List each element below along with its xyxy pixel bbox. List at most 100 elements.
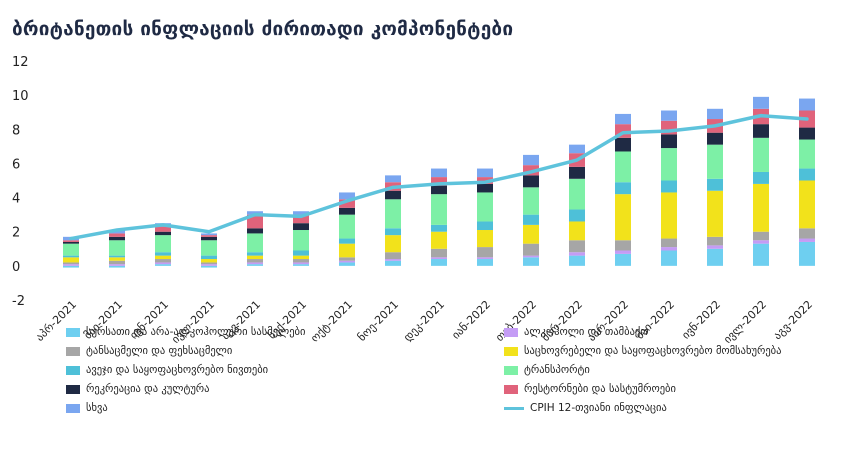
bar-segment-5-1 xyxy=(109,240,125,256)
legend-swatch xyxy=(504,365,518,375)
bar-segment-8-11 xyxy=(569,144,585,154)
bar-segment-0-0 xyxy=(63,265,79,268)
bar-segment-1-10 xyxy=(523,255,539,258)
bar-segment-4-5 xyxy=(293,250,309,256)
x-tick-label: ივლ-2021 xyxy=(169,298,217,346)
y-tick-label: 6 xyxy=(12,157,20,172)
bar-segment-5-5 xyxy=(293,230,309,251)
bar-segment-1-1 xyxy=(109,264,125,266)
x-tick-label: ოქტ-2021 xyxy=(308,298,355,345)
bar-segment-3-2 xyxy=(155,255,171,260)
bar-segment-2-4 xyxy=(247,259,263,263)
bar-segment-5-6 xyxy=(339,214,355,239)
legend-swatch xyxy=(66,327,80,337)
bar-segment-1-9 xyxy=(477,257,493,260)
legend-item: სურსათი და არა-ალკოჰოლური სასმელები xyxy=(66,326,305,338)
legend-label: ტანსაცმელი და ფეხსაცმელი xyxy=(86,345,233,357)
bar-segment-8-8 xyxy=(431,168,447,178)
bar-segment-8-14 xyxy=(707,108,723,120)
bar-segment-2-11 xyxy=(569,240,585,253)
bar-segment-5-16 xyxy=(799,139,815,169)
bar-segment-6-3 xyxy=(201,236,217,241)
bar-segment-2-9 xyxy=(477,247,493,258)
bar-segment-2-3 xyxy=(201,262,217,265)
bar-segment-6-6 xyxy=(339,207,355,215)
bar-segment-6-14 xyxy=(707,132,723,145)
legend-swatch xyxy=(66,365,80,375)
bar-segment-1-16 xyxy=(799,238,815,242)
bar-segment-5-15 xyxy=(753,137,769,172)
bar-segment-0-4 xyxy=(247,264,263,266)
legend-item: რესტორნები და სასტუმროები xyxy=(504,383,676,395)
bar-segment-0-14 xyxy=(707,248,723,266)
bar-segment-7-8 xyxy=(431,177,447,186)
legend-label: რეკრეაცია და კულტურა xyxy=(86,383,210,395)
bar-segment-6-10 xyxy=(523,175,539,188)
bar-segment-4-16 xyxy=(799,168,815,181)
bar-segment-7-3 xyxy=(201,235,217,237)
bar-segment-1-11 xyxy=(569,252,585,256)
bar-segment-1-13 xyxy=(661,247,677,251)
bar-segment-5-8 xyxy=(431,194,447,225)
y-tick-label: -2 xyxy=(12,294,25,309)
bar-segment-7-2 xyxy=(155,226,171,232)
bar-segment-6-9 xyxy=(477,183,493,193)
bar-segment-1-7 xyxy=(385,259,401,261)
bar-segment-6-13 xyxy=(661,134,677,149)
legend-swatch xyxy=(66,384,80,394)
legend-label: ტრანსპორტი xyxy=(524,364,590,376)
y-tick-label: 12 xyxy=(12,55,29,70)
legend-line-swatch xyxy=(504,406,524,410)
bar-segment-8-10 xyxy=(523,154,539,166)
bar-segment-4-0 xyxy=(63,255,79,258)
legend-label: სურსათი და არა-ალკოჰოლური სასმელები xyxy=(86,326,306,338)
bar-segment-8-13 xyxy=(661,110,677,121)
bar-segment-1-5 xyxy=(293,262,309,265)
bar-segment-1-6 xyxy=(339,260,355,263)
legend-item: საცხოვრებელი და საყოფაცხოვრებო მომსახურე… xyxy=(504,345,781,357)
bar-segment-2-16 xyxy=(799,228,815,239)
bar-segment-5-13 xyxy=(661,148,677,181)
bar-segment-8-5 xyxy=(293,211,309,215)
legend-item: ტრანსპორტი xyxy=(504,364,590,376)
bar-segment-0-8 xyxy=(431,259,447,266)
legend-item: რეკრეაცია და კულტურა xyxy=(66,383,210,395)
bar-segment-3-5 xyxy=(293,255,309,260)
bar-segment-8-3 xyxy=(201,233,217,236)
legend-label: CPIH 12-თვიანი ინფლაცია xyxy=(530,402,667,414)
bar-segment-3-9 xyxy=(477,230,493,248)
bar-segment-6-8 xyxy=(431,185,447,195)
legend-item: CPIH 12-თვიანი ინფლაცია xyxy=(504,402,667,414)
bar-segment-0-9 xyxy=(477,259,493,266)
bar-segment-4-7 xyxy=(385,228,401,236)
bar-segment-3-7 xyxy=(385,235,401,253)
bar-segment-2-1 xyxy=(109,260,125,265)
bar-segment-1-3 xyxy=(201,264,217,266)
bar-segment-3-4 xyxy=(247,255,263,260)
bar-segment-4-15 xyxy=(753,171,769,184)
bar-segment-3-6 xyxy=(339,243,355,258)
bar-segment-7-6 xyxy=(339,199,355,208)
chart-title: ბრიტანეთის ინფლაციის ძირითადი კომპონენტე… xyxy=(12,18,514,40)
bar-segment-7-1 xyxy=(109,233,125,237)
bar-segment-3-10 xyxy=(523,224,539,244)
y-tick-label: 0 xyxy=(12,260,20,275)
bar-segment-7-5 xyxy=(293,214,309,224)
y-tick-label: 4 xyxy=(12,192,20,207)
bar-segment-6-12 xyxy=(615,137,631,152)
legend-item: ავეჯი და საყოფაცხოვრებო ნივთები xyxy=(66,364,268,376)
bar-segment-0-10 xyxy=(523,257,539,266)
bar-segment-2-15 xyxy=(753,231,769,241)
legend-label: საცხოვრებელი და საყოფაცხოვრებო მომსახურე… xyxy=(524,345,782,357)
bar-segment-6-4 xyxy=(247,228,263,234)
bar-segment-2-2 xyxy=(155,259,171,263)
bar-segment-1-14 xyxy=(707,245,723,249)
bar-segment-2-7 xyxy=(385,252,401,260)
bar-segment-0-13 xyxy=(661,250,677,266)
legend-swatch xyxy=(504,327,518,337)
bar-segment-5-7 xyxy=(385,199,401,229)
legend-label: სხვა xyxy=(86,402,108,414)
bar-segment-5-2 xyxy=(155,235,171,253)
bar-segment-2-10 xyxy=(523,243,539,256)
x-tick-label: ივლ-2022 xyxy=(721,298,769,346)
